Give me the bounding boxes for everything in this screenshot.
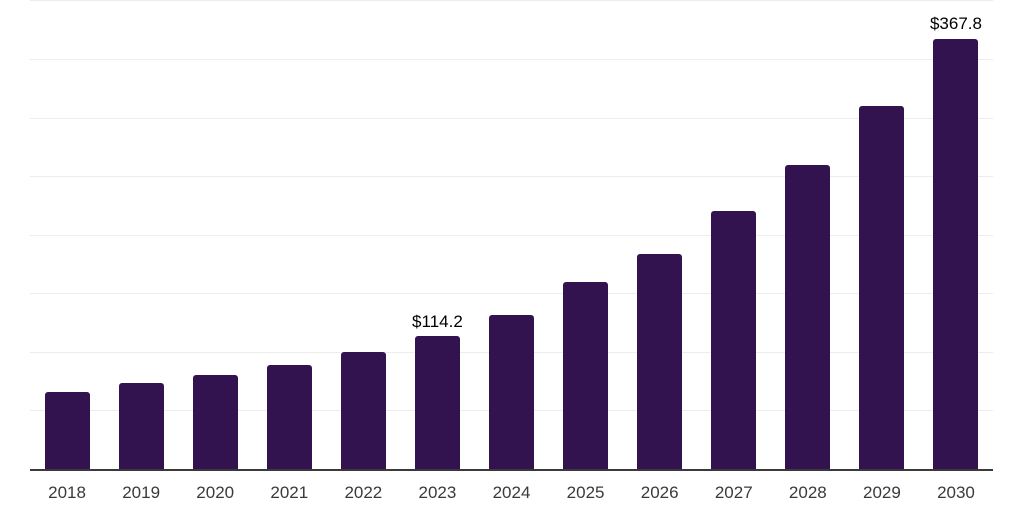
x-tick-label-2018: 2018 [48,483,86,502]
plot-area: $114.2 $367.8 [30,0,993,471]
x-tick-label-2027: 2027 [714,483,753,502]
bar-slot-2024 [474,0,548,470]
bar-2027 [711,210,757,470]
bar-2023 [414,336,460,470]
x-tick-label-2026: 2026 [640,483,679,502]
gridline-400 [30,0,993,2]
bar-2020 [192,375,238,470]
bar-2024 [489,315,534,470]
bar-slot-2030: $367.8 [919,0,993,470]
x-tick-label-2022: 2022 [344,483,383,502]
bars-container: $114.2 $367.8 [30,0,993,470]
bar-2021 [266,365,312,470]
gridline-350 [30,58,993,60]
gridline-150 [30,293,993,295]
bar-2018 [44,392,90,470]
x-tick-label-2028: 2028 [788,483,827,502]
x-axis-line [30,469,993,471]
bar-2025 [563,282,609,470]
bar-2028 [785,164,831,470]
bar-slot-2020 [178,0,252,470]
x-tick-label-2023: 2023 [418,483,457,502]
x-tick-label-2025: 2025 [566,483,605,502]
data-label-2030: $367.8 [929,14,982,34]
bar-2022 [340,351,386,470]
bar-slot-2026 [623,0,697,470]
gridline-200 [30,234,993,236]
bar-2029 [859,106,905,470]
gridline-250 [30,176,993,178]
x-tick-label-2030: 2030 [937,483,975,502]
bar-slot-2021 [252,0,326,470]
bar-slot-2029 [845,0,919,470]
bar-2030 [933,39,979,470]
x-axis-tick-labels: 2018 2019 2020 2021 2022 2023 2024 2025 2026 2027… [30,483,993,503]
x-tick-label-2021: 2021 [270,483,309,502]
bar-2019 [118,383,164,470]
bar-2026 [637,253,683,470]
bar-slot-2027 [697,0,771,470]
bar-slot-2025 [549,0,623,470]
bar-slot-2022 [326,0,400,470]
x-tick-label-2024: 2024 [492,483,531,502]
bar-slot-2019 [104,0,178,470]
bar-slot-2028 [771,0,845,470]
x-tick-label-2019: 2019 [122,483,161,502]
bar-slot-2023: $114.2 [400,0,474,470]
bar-slot-2018 [30,0,104,470]
data-label-2023: $114.2 [412,311,463,331]
x-tick-label-2020: 2020 [196,483,235,502]
gridline-300 [30,117,993,119]
x-tick-label-2029: 2029 [862,483,901,502]
